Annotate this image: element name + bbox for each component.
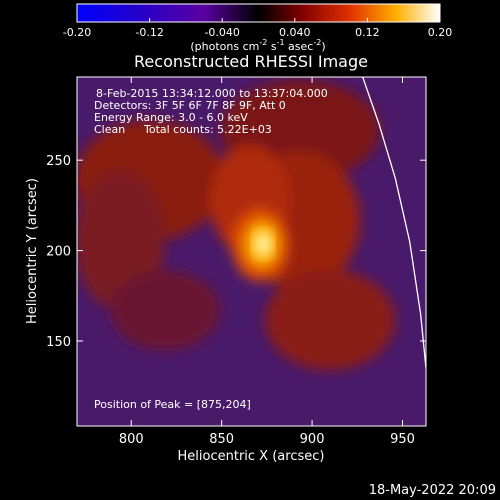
colorbar-tick-label: -0.20: [63, 26, 91, 39]
y-tick-label: 200: [46, 245, 71, 260]
y-axis-label: Heliocentric Y (arcsec): [25, 178, 40, 324]
x-tick-label: 800: [119, 432, 144, 447]
annotation-time-range: 8-Feb-2015 13:34:12.000 to 13:37:04.000: [96, 87, 328, 100]
colorbar-unit-label: (photons cm-2 s-1 asec-2): [190, 38, 325, 53]
y-tick-label: 150: [46, 335, 71, 350]
colorbar-tick-label: -0.040: [204, 26, 239, 39]
colorbar: [76, 3, 441, 23]
colorbar-tick-label: 0.040: [279, 26, 311, 39]
colorbar-tick-label: 0.12: [355, 26, 380, 39]
solar-limb-line: [362, 77, 426, 369]
annotation-energy: Energy Range: 3.0 - 6.0 keV: [94, 111, 248, 124]
colorbar-ticks: -0.20 -0.12 -0.040 0.040 0.12 0.20: [63, 18, 452, 39]
chart-title: Reconstructed RHESSI Image: [134, 52, 368, 71]
x-tick-label: 900: [300, 432, 325, 447]
y-tick-label: 250: [46, 154, 71, 169]
peak-source: [254, 231, 272, 257]
annotation-clean: Clean: [94, 123, 125, 136]
y-axis-ticks: 150 200 250: [46, 154, 426, 350]
heatmap-image: [77, 77, 426, 426]
x-axis-label: Heliocentric X (arcsec): [178, 449, 325, 464]
plot-frame: [76, 76, 427, 427]
x-tick-label: 950: [390, 432, 415, 447]
footer-timestamp: 18-May-2022 20:09: [369, 483, 496, 498]
annotation-total-counts: Total counts: 5.22E+03: [143, 123, 272, 136]
x-axis-ticks: 800 850 900 950: [119, 77, 415, 447]
annotation-peak: Position of Peak = [875,204]: [94, 398, 251, 411]
x-tick-label: 850: [209, 432, 234, 447]
colorbar-tick-label: 0.20: [428, 26, 453, 39]
colorbar-tick-label: -0.12: [135, 26, 163, 39]
annotation-detectors: Detectors: 3F 5F 6F 7F 8F 9F, Att 0: [94, 99, 286, 112]
